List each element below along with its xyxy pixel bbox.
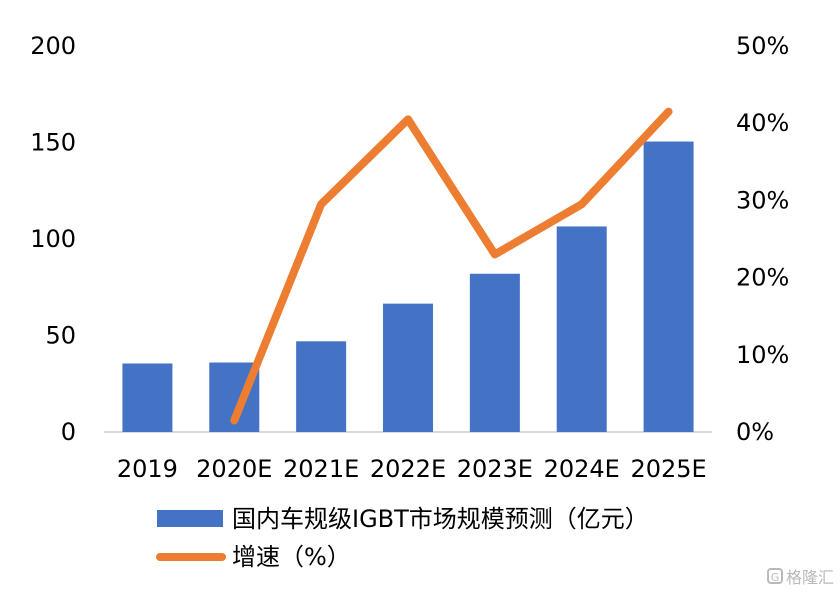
right-tick-label: 0% <box>736 418 774 446</box>
x-tick-label: 2019 <box>117 455 178 483</box>
bar <box>383 303 433 432</box>
left-tick-label: 200 <box>30 32 76 60</box>
right-tick-label: 40% <box>736 109 789 137</box>
x-tick-label: 2022E <box>370 455 446 483</box>
right-tick-label: 20% <box>736 264 789 292</box>
left-axis-ticks: 0 50 100 150 200 <box>30 32 76 446</box>
x-axis-ticks: 2019 2020E 2021E 2022E 2023E 2024E 2025E <box>117 455 707 483</box>
right-axis-ticks: 0% 10% 20% 30% 40% 50% <box>736 32 789 446</box>
x-tick-label: 2021E <box>283 455 359 483</box>
legend-bar-label: 国内车规级IGBT市场规模预测（亿元） <box>232 505 649 533</box>
left-tick-label: 100 <box>30 225 76 253</box>
bar <box>122 363 173 432</box>
watermark: G 格隆汇 <box>766 564 834 588</box>
x-tick-label: 2025E <box>630 455 706 483</box>
growth-line <box>230 107 673 425</box>
bar <box>556 226 607 432</box>
right-tick-label: 10% <box>736 341 789 369</box>
legend-bar-swatch <box>157 510 223 527</box>
bar-series <box>122 141 694 432</box>
left-tick-label: 50 <box>45 322 76 350</box>
x-tick-label: 2024E <box>544 455 620 483</box>
left-tick-label: 150 <box>30 129 76 157</box>
watermark-logo-icon: G <box>766 568 783 584</box>
bar <box>643 141 694 432</box>
right-tick-label: 50% <box>736 32 789 60</box>
left-tick-label: 0 <box>61 418 76 446</box>
bar <box>469 273 520 432</box>
x-tick-label: 2023E <box>457 455 533 483</box>
legend-line-label: 增速（%） <box>232 543 351 571</box>
right-tick-label: 30% <box>736 186 789 214</box>
bar <box>296 341 347 432</box>
x-tick-label: 2020E <box>196 455 272 483</box>
watermark-text: 格隆汇 <box>785 568 834 587</box>
legend: 国内车规级IGBT市场规模预测（亿元） 增速（%） <box>156 505 649 571</box>
